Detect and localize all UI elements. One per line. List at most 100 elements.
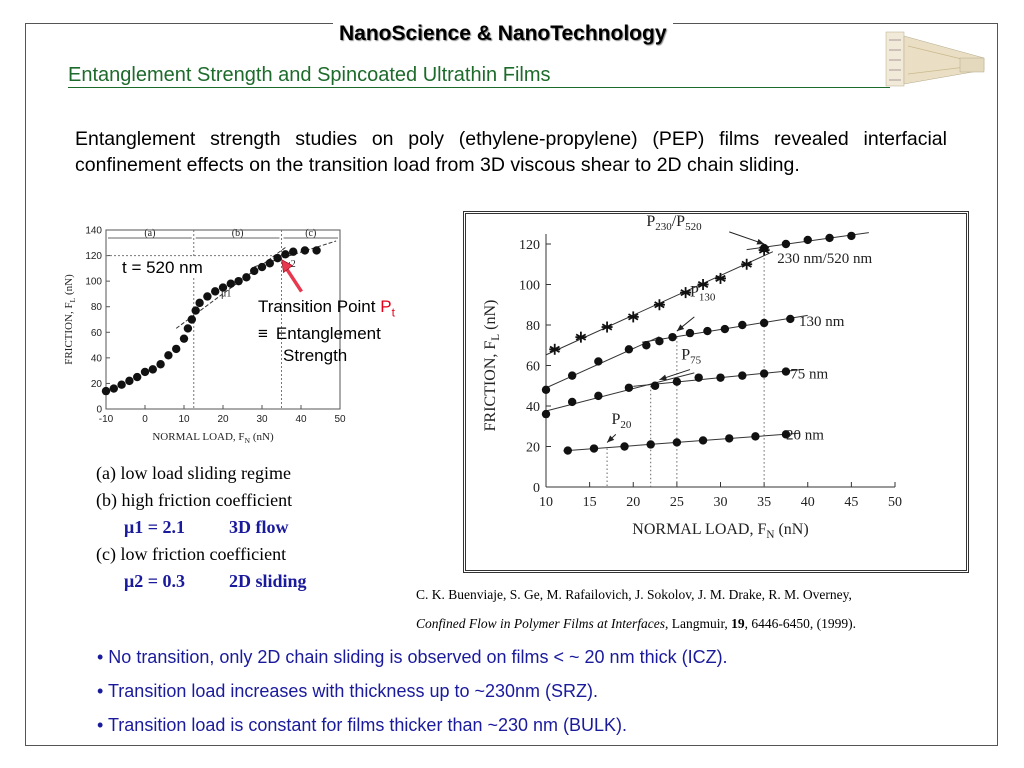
left-data-point: [179, 334, 189, 343]
right-x-tick-label: 50: [888, 495, 902, 510]
right-transition-annotation: P75: [681, 346, 701, 366]
left-y-tick-label: 0: [96, 405, 102, 416]
transition-point-annotation: Transition Point Pt ≡ Entanglement Streng…: [258, 296, 395, 367]
mu2-value: μ2 = 0.3: [124, 571, 185, 591]
mu1-row: μ1 = 2.1 3D flow: [96, 514, 307, 541]
right-data-point-star: [697, 279, 709, 290]
intro-paragraph: Entanglement strength studies on poly (e…: [75, 128, 947, 176]
entanglement-text: Entanglement: [275, 324, 381, 344]
left-y-tick-label: 20: [91, 379, 103, 390]
regime-b: (b) high friction coefficient: [96, 490, 293, 510]
left-x-tick-label: 0: [142, 414, 148, 425]
left-y-tick-label: 60: [91, 328, 103, 339]
right-annotation-arrowhead: [607, 435, 615, 443]
right-data-point: [781, 430, 791, 439]
right-data-point: [646, 440, 655, 449]
right-curve-label: 75 nm: [790, 367, 828, 383]
right-data-point: [594, 391, 603, 401]
left-data-point: [211, 287, 220, 296]
right-data-point: [567, 397, 577, 407]
left-data-point: [250, 266, 259, 276]
right-data-point: [751, 432, 760, 441]
slide-subtitle: Entanglement Strength and Spincoated Ult…: [68, 64, 551, 86]
left-data-point: [257, 262, 267, 272]
right-curve-label: 20 nm: [786, 427, 824, 443]
pt-symbol: Pt: [380, 297, 395, 320]
citation-source: Confined Flow in Polymer Films at Interf…: [416, 609, 986, 638]
right-transition-annotation: P20: [611, 411, 631, 431]
right-data-point: [759, 243, 769, 253]
left-data-point: [101, 386, 111, 396]
left-data-point: [265, 259, 274, 268]
left-data-point: [125, 376, 134, 386]
right-data-point: [624, 383, 634, 392]
left-data-point: [172, 344, 181, 354]
left-data-point: [140, 367, 150, 377]
right-x-tick-label: 35: [757, 495, 771, 510]
right-data-point-star: [549, 343, 561, 355]
right-y-tick-label: 80: [526, 319, 540, 334]
left-data-point: [273, 253, 282, 263]
left-data-point: [117, 380, 126, 389]
right-annotation-arrowhead: [659, 374, 668, 381]
left-region-label: (a): [144, 228, 155, 239]
left-data-point: [281, 250, 290, 259]
entanglement-line: ≡ Entanglement: [258, 323, 395, 345]
right-x-tick-label: 40: [801, 495, 815, 510]
thickness-label: t = 520 nm: [116, 258, 209, 278]
right-data-point: [655, 337, 664, 346]
right-data-point-star: [601, 321, 613, 333]
right-data-point: [738, 371, 747, 380]
right-data-point-star: [575, 331, 587, 343]
left-x-tick-label: 10: [178, 414, 190, 425]
regime-a: (a) low load sliding regime: [96, 463, 291, 483]
right-data-point: [847, 231, 856, 241]
transition-point-line: Transition Point Pt: [258, 296, 395, 323]
left-data-point: [312, 246, 321, 255]
citation-pages: , 6446-6450, (1999).: [744, 616, 857, 631]
right-x-tick-label: 45: [844, 495, 858, 510]
right-fit-line: [545, 372, 695, 412]
mu2-row: μ2 = 0.3 2D sliding: [96, 568, 307, 595]
slide-header-title: NanoScience & NanoTechnology: [333, 22, 673, 46]
right-data-point: [694, 373, 703, 382]
regime-list: (a) low load sliding regime (b) high fri…: [96, 460, 307, 595]
right-data-point: [716, 373, 725, 382]
right-x-tick-label: 10: [539, 495, 553, 510]
left-y-tick-label: 120: [85, 251, 102, 262]
right-data-point: [786, 314, 795, 324]
right-data-point: [672, 438, 682, 447]
right-data-point: [825, 233, 834, 243]
right-curve-label: 130 nm: [799, 314, 845, 330]
right-transition-annotation: P230/P520: [646, 214, 702, 233]
left-data-point: [234, 276, 243, 286]
right-data-point: [725, 434, 734, 443]
mu1-value: μ1 = 2.1: [124, 517, 185, 537]
left-data-point: [242, 273, 251, 282]
right-data-point-star: [653, 299, 665, 311]
left-data-point: [109, 384, 118, 393]
transition-point-text: Transition Point: [258, 297, 381, 316]
right-data-point: [672, 377, 682, 386]
right-annotation-arrowhead: [676, 324, 685, 332]
right-data-point: [668, 332, 677, 342]
right-data-point: [563, 446, 573, 455]
bullet-item: • No transition, only 2D chain sliding i…: [97, 647, 728, 667]
left-data-point: [218, 283, 228, 292]
mu1-mode: 3D flow: [228, 517, 289, 537]
left-data-point: [203, 292, 212, 301]
citation: C. K. Buenviaje, S. Ge, M. Rafailovich, …: [416, 580, 986, 638]
right-data-point: [642, 341, 651, 350]
equiv-symbol: ≡: [258, 324, 268, 344]
bullet-list: • No transition, only 2D chain sliding i…: [97, 640, 728, 742]
left-region-label: (b): [232, 228, 244, 239]
left-y-tick-label: 100: [85, 277, 102, 288]
left-data-point: [226, 279, 235, 288]
citation-authors: C. K. Buenviaje, S. Ge, M. Rafailovich, …: [416, 587, 852, 602]
left-x-tick-label: 40: [295, 414, 307, 425]
left-x-tick-label: 50: [334, 414, 346, 425]
right-data-point: [620, 442, 629, 451]
citation-volume: 19: [731, 616, 745, 631]
left-fit-line-mu1: [175, 247, 286, 329]
